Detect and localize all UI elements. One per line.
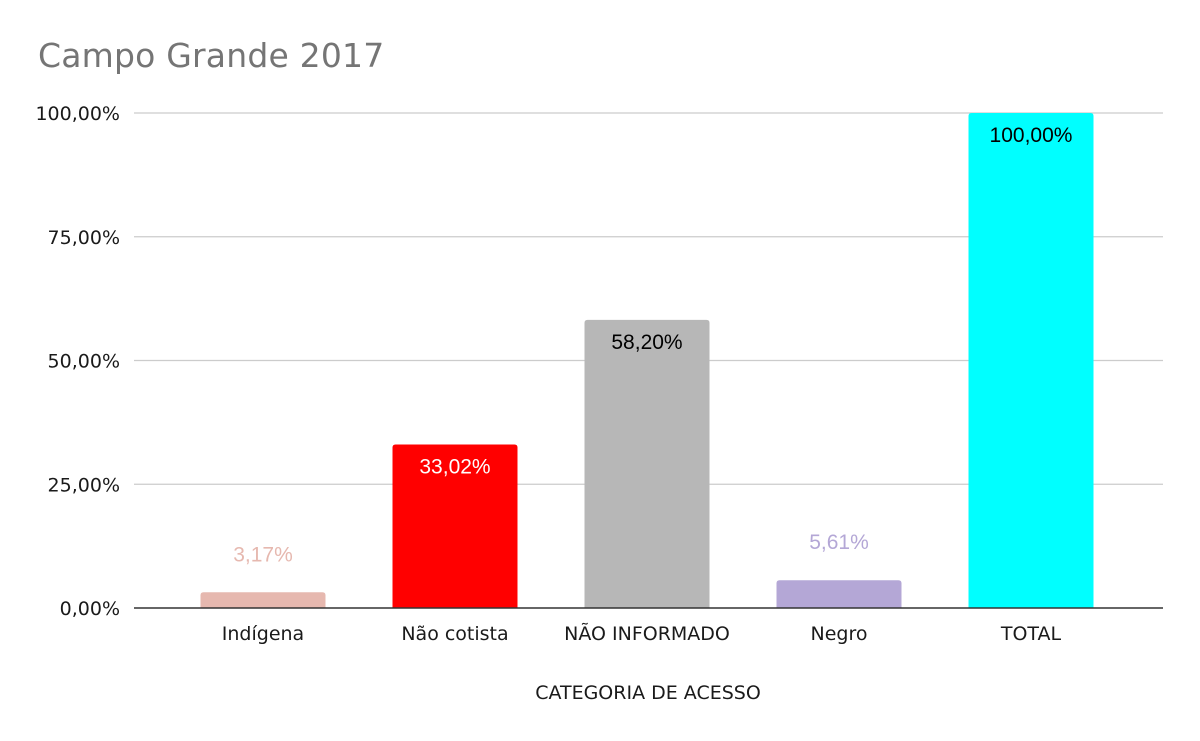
data-label: 3,17% [233, 543, 293, 566]
bar [392, 444, 518, 608]
bar [968, 113, 1094, 608]
bar [200, 592, 326, 608]
x-axis-title: CATEGORIA DE ACESSO [535, 682, 761, 704]
chart-title: Campo Grande 2017 [38, 36, 385, 75]
x-tick-label: Não cotista [401, 623, 508, 645]
y-tick-label: 75,00% [48, 227, 120, 249]
data-label: 5,61% [809, 531, 869, 554]
x-tick-label: NÃO INFORMADO [564, 622, 730, 645]
labels: 0,00% 25,00% 50,00% 75,00% 100,00% Indígena 3,… [35, 103, 1072, 704]
data-label: 100,00% [990, 124, 1073, 147]
bars [200, 113, 1094, 608]
y-tick-label: 25,00% [48, 474, 120, 496]
y-tick-label: 0,00% [60, 598, 120, 620]
x-tick-label: Indígena [222, 623, 304, 645]
bar [584, 319, 710, 608]
data-label: 33,02% [419, 456, 490, 479]
data-label: 58,20% [611, 331, 682, 354]
x-tick-label: Negro [811, 623, 868, 645]
y-tick-label: 100,00% [35, 103, 120, 125]
x-tick-label: TOTAL [1000, 623, 1062, 645]
y-tick-label: 50,00% [48, 351, 120, 373]
bar [776, 580, 902, 608]
